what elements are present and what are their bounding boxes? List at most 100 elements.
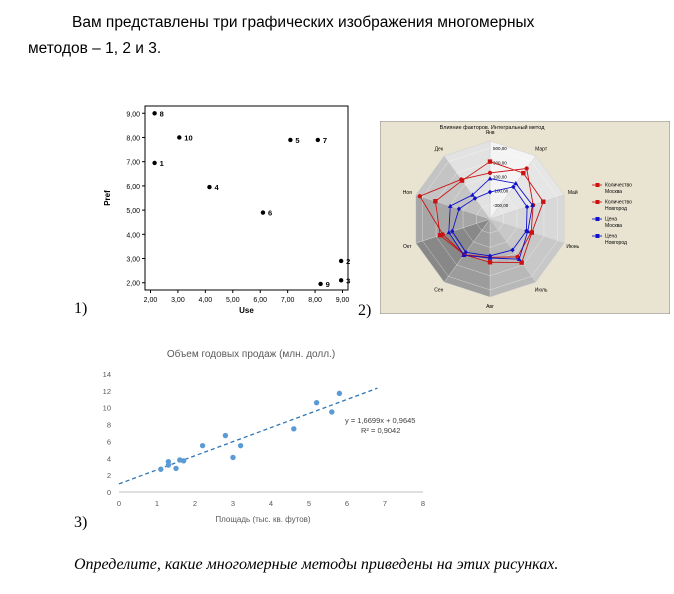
series-marker	[447, 203, 453, 208]
scale-tick-label: 100,00	[493, 174, 507, 179]
y-tick-label: 5,00	[126, 208, 140, 215]
data-point	[313, 399, 320, 406]
point-6	[260, 210, 266, 215]
figure-3-regression-scatter: Объем годовых продаж (млн. долл.)0246810…	[103, 348, 425, 524]
scale-tick-label: 300,00	[493, 160, 507, 165]
x-tick-label: 4	[269, 499, 273, 508]
point-3	[338, 278, 344, 283]
data-point	[291, 426, 297, 432]
y-tick-label: 12	[103, 387, 111, 396]
y-tick-label: 3,00	[126, 257, 140, 264]
category-label: Март	[535, 147, 548, 153]
y-tick-label: 6,00	[126, 184, 140, 191]
series-marker	[470, 192, 475, 197]
legend-label: Москва	[605, 223, 622, 229]
y-tick-label: 10	[103, 404, 111, 413]
series-marker	[450, 228, 455, 234]
data-point	[180, 458, 187, 464]
y-tick-label: 0	[107, 488, 111, 497]
point-label-1: 1	[160, 159, 164, 168]
series-marker	[541, 199, 546, 204]
point-9	[318, 281, 323, 287]
legend-label: Новгород	[605, 240, 627, 246]
x-tick-label: 6,00	[253, 297, 267, 304]
series-marker	[516, 256, 522, 261]
data-point	[230, 454, 236, 461]
data-point	[173, 465, 179, 472]
series-marker	[487, 159, 493, 164]
legend-marker	[595, 200, 600, 204]
trendline-equation: y = 1,6699x + 0,9645	[345, 416, 415, 425]
x-tick-label: 2	[193, 499, 197, 508]
series-marker	[487, 176, 493, 181]
data-point	[199, 442, 206, 449]
series-marker	[417, 194, 422, 199]
scale-tick-label: -300,00	[493, 203, 509, 208]
point-label-9: 9	[326, 280, 330, 289]
category-label: Авг	[486, 304, 494, 310]
data-point	[165, 458, 172, 465]
point-label-5: 5	[295, 136, 299, 145]
x-axis-label: Площадь (тыс. кв. футов)	[215, 515, 311, 524]
y-tick-label: 4	[107, 454, 111, 463]
series-marker	[437, 233, 443, 238]
intro-text: Вам представлены три графических изображ…	[28, 10, 648, 62]
category-label: Янв	[485, 130, 494, 136]
figure-label-1: 1)	[74, 300, 88, 317]
radar-ring	[476, 204, 504, 234]
series-marker	[524, 166, 529, 171]
data-point	[237, 442, 244, 449]
y-tick-label: 8	[107, 421, 111, 430]
y-tick-label: 7,00	[126, 160, 140, 167]
x-tick-label: 4,00	[199, 297, 213, 304]
x-tick-label: 6	[345, 499, 349, 508]
y-tick-label: 2,00	[126, 281, 140, 288]
x-tick-label: 5,00	[226, 297, 240, 304]
series-marker	[513, 180, 519, 186]
point-label-2: 2	[346, 257, 350, 266]
legend-marker	[595, 234, 600, 238]
legend-label: Цена	[605, 234, 617, 240]
point-5	[288, 137, 293, 143]
figure-1-mds-scatter: 2,00 3,00 4,00 5,00 6,00 7,00 8,00 9,00 2,00 3,00…	[103, 105, 350, 315]
y-tick-label: 4,00	[126, 232, 140, 239]
point-7	[315, 137, 321, 143]
x-tick-label: 5	[307, 499, 311, 508]
x-tick-label: 0	[117, 499, 121, 508]
data-point	[158, 466, 164, 472]
series-marker	[461, 252, 467, 257]
series-marker	[446, 229, 452, 235]
radar-ring	[462, 190, 518, 248]
point-label-10: 10	[184, 133, 192, 142]
data-point	[336, 390, 343, 397]
y-tick-label: 6	[107, 437, 111, 446]
legend-label: Москва	[605, 189, 622, 195]
r-squared-label: R² = 0,9042	[361, 426, 400, 435]
series-marker	[529, 230, 534, 235]
x-axis-label: Use	[239, 306, 254, 315]
legend-marker	[595, 217, 600, 221]
y-tick-label: 2	[107, 471, 111, 480]
series-marker	[530, 202, 535, 207]
x-tick-label: 8	[421, 499, 425, 508]
point-label-7: 7	[323, 136, 327, 145]
series-marker	[487, 260, 493, 265]
x-tick-label: 8,00	[308, 297, 322, 304]
legend-label: Количество	[605, 183, 632, 189]
point-label-8: 8	[160, 109, 164, 118]
radar-ring	[422, 147, 558, 291]
category-label: Май	[568, 189, 578, 196]
scale-tick-label: 500,00	[493, 146, 507, 151]
intro-line-2: методов – 1, 2 и 3.	[28, 40, 162, 57]
x-tick-label: 2,00	[144, 297, 158, 304]
x-tick-label: 3	[231, 499, 235, 508]
y-tick-label: 14	[103, 370, 111, 379]
legend-label: Новгород	[605, 206, 627, 212]
radar-ring	[435, 162, 545, 276]
series-marker	[487, 170, 493, 176]
series-marker	[519, 260, 524, 265]
point-label-3: 3	[346, 276, 350, 285]
point-label-4: 4	[214, 183, 219, 192]
x-tick-label: 7	[383, 499, 387, 508]
category-label: Окт	[403, 244, 412, 250]
